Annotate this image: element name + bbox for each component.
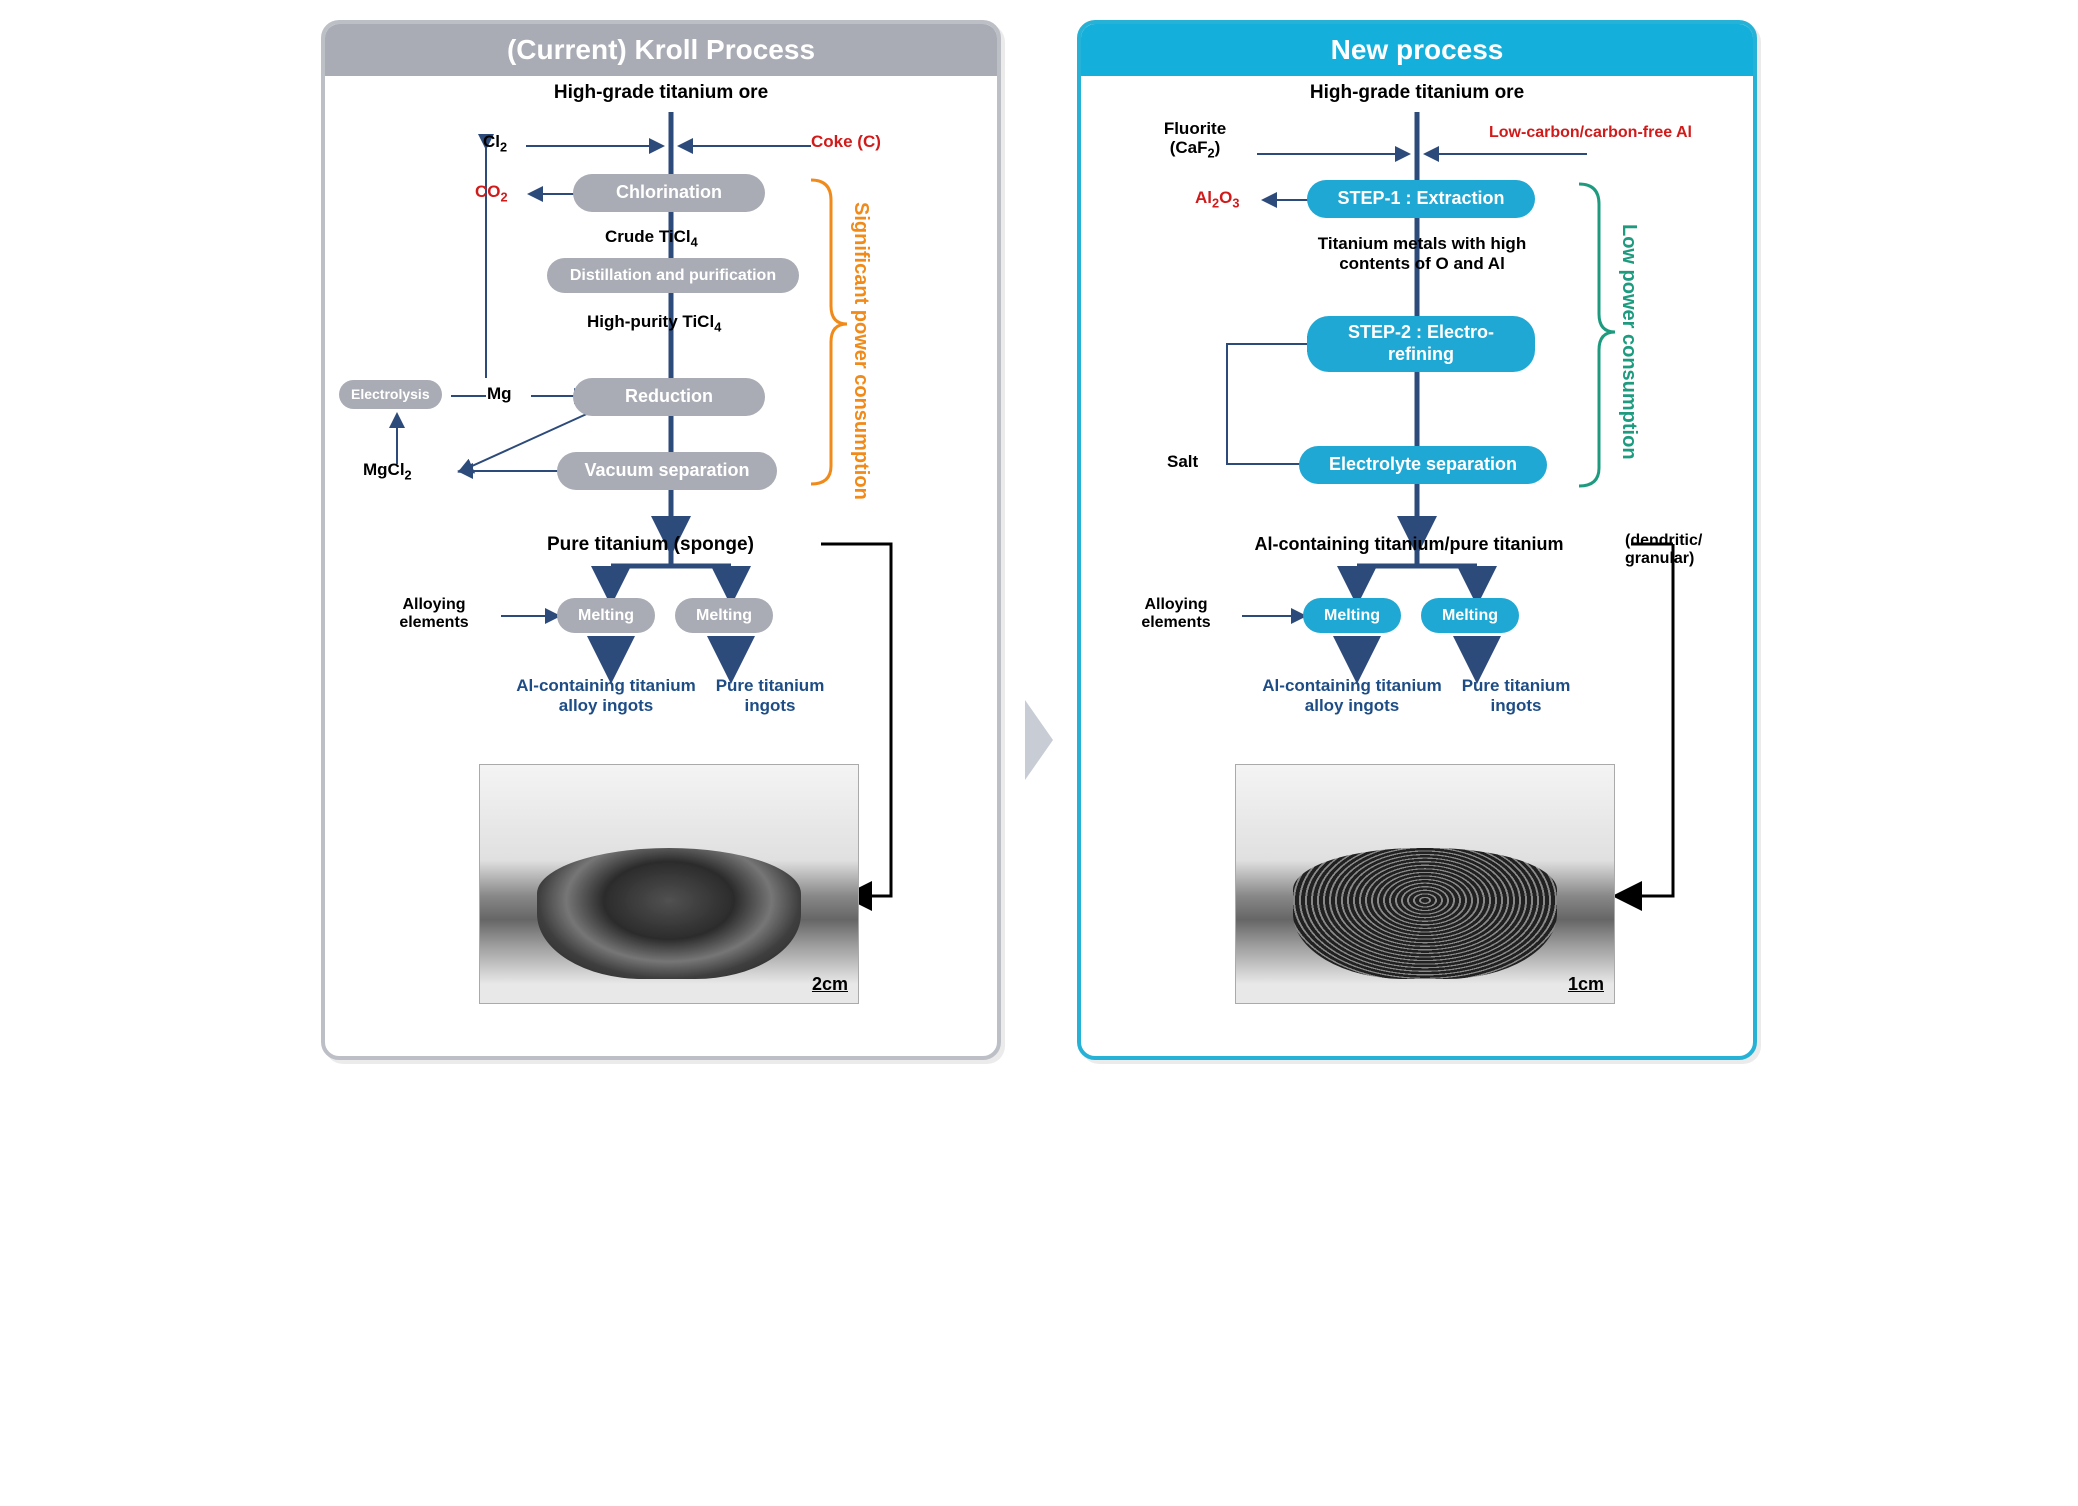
new-start: High-grade titanium ore <box>1310 82 1524 104</box>
new-scale: 1cm <box>1568 974 1604 995</box>
new-melt-right: Melting <box>1421 598 1519 633</box>
salt-label: Salt <box>1167 452 1198 472</box>
kroll-callout: Significant power consumption <box>849 202 872 500</box>
new-out1: Al-containing titanium alloy ingots <box>1247 676 1457 716</box>
alloying-elements: Alloying elements <box>379 596 489 633</box>
al2o3-out: Al2O3 <box>1195 188 1239 210</box>
box-vacuum: Vacuum separation <box>557 452 777 490</box>
mgcl2: MgCl2 <box>363 460 412 482</box>
box-electrolysis: Electrolysis <box>339 380 442 409</box>
box-elec-sep: Electrolyte separation <box>1299 446 1547 484</box>
new-photo: 1cm <box>1235 764 1615 1004</box>
kroll-out2: Pure titanium ingots <box>695 676 845 716</box>
box-step1: STEP-1 : Extraction <box>1307 180 1535 218</box>
kroll-body: High-grade titanium ore Cl2 Coke (C) CO2… <box>325 76 997 1056</box>
new-header: New process <box>1081 24 1753 76</box>
kroll-panel: (Current) Kroll Process <box>321 20 1001 1060</box>
new-out2: Pure titanium ingots <box>1441 676 1591 716</box>
melt-right: Melting <box>675 598 773 633</box>
box-step2: STEP-2 : Electro-refining <box>1307 316 1535 372</box>
co2-out: CO2 <box>475 182 508 204</box>
kroll-start: High-grade titanium ore <box>554 82 768 104</box>
coke-in: Coke (C) <box>811 132 881 152</box>
new-melt-left: Melting <box>1303 598 1401 633</box>
box-distillation: Distillation and purification <box>547 258 799 293</box>
new-alloying: Alloying elements <box>1121 596 1231 633</box>
kroll-out1: Al-containing titanium alloy ingots <box>501 676 711 716</box>
kroll-header: (Current) Kroll Process <box>325 24 997 76</box>
ti-oal: Titanium metals with high contents of O … <box>1287 234 1557 275</box>
crude-ticl4: Crude TiCl4 <box>605 227 698 249</box>
new-pure: Al-containing titanium/pure titanium <box>1209 534 1609 555</box>
mg-in: Mg <box>487 384 512 404</box>
highpurity-ticl4: High-purity TiCl4 <box>587 312 721 334</box>
box-chlorination: Chlorination <box>573 174 765 212</box>
kroll-scale: 2cm <box>812 974 848 995</box>
kroll-photo: 2cm <box>479 764 859 1004</box>
lowc-al-in: Low-carbon/carbon-free Al <box>1489 124 1719 142</box>
melt-left: Melting <box>557 598 655 633</box>
dendritic-note: (dendritic/ granular) <box>1625 532 1735 567</box>
new-panel: New process <box>1077 20 1757 1060</box>
fluorite: Fluorite (CaF2) <box>1145 120 1245 160</box>
cl2-in: Cl2 <box>483 132 507 154</box>
new-body: High-grade titanium ore Fluorite (CaF2) … <box>1081 76 1753 1056</box>
pure-sponge: Pure titanium (sponge) <box>547 534 754 556</box>
new-callout: Low power consumption <box>1617 224 1640 460</box>
transition-arrow <box>1025 700 1053 780</box>
box-reduction: Reduction <box>573 378 765 416</box>
